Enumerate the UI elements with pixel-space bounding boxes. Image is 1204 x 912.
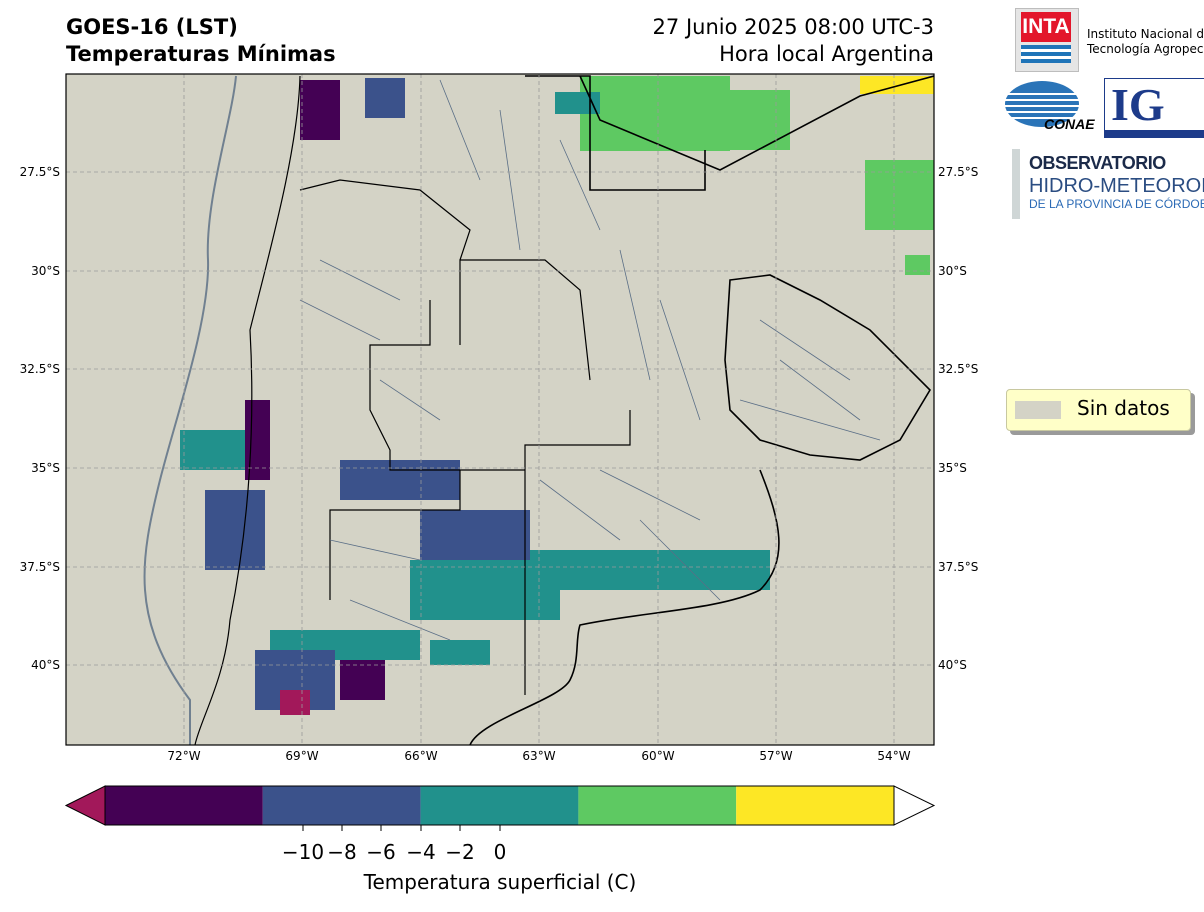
lon-label: 66°W xyxy=(404,749,437,763)
no-data-label: Sin datos xyxy=(1077,396,1170,420)
colorbar-bin xyxy=(420,786,579,825)
lat-label-left: 32.5°S xyxy=(20,362,60,376)
colorbar-over-triangle xyxy=(893,785,936,826)
map-datetime: 27 Junio 2025 08:00 UTC-3 Hora local Arg… xyxy=(653,14,934,68)
inta-mark: INTA xyxy=(1021,12,1071,42)
colorbar-bin xyxy=(578,786,737,825)
department-borders xyxy=(299,79,881,641)
observatorio-bar xyxy=(1012,149,1020,219)
ig-mark: IG xyxy=(1111,79,1165,130)
lon-label: 54°W xyxy=(877,749,910,763)
lat-label-right: 40°S xyxy=(938,658,967,672)
ig-logo: IG xyxy=(1104,78,1204,138)
map-title: GOES-16 (LST) Temperaturas Mínimas xyxy=(66,14,336,68)
observatorio-line3: DE LA PROVINCIA DE CÓRDOBA xyxy=(1029,197,1204,211)
lon-label: 69°W xyxy=(285,749,318,763)
colorbar-tick-label: −8 xyxy=(327,840,356,864)
colorbar-tick-label: −6 xyxy=(366,840,395,864)
inta-name-line2: Tecnología Agropec xyxy=(1087,42,1204,56)
map-frame xyxy=(65,73,935,746)
country-borders xyxy=(525,75,934,461)
colorbar-label: Temperatura superficial (C) xyxy=(363,870,637,894)
graticule xyxy=(66,74,934,745)
colorbar-tick-label: 0 xyxy=(494,840,507,864)
atlantic-coastline xyxy=(469,469,780,745)
observatorio-line1: OBSERVATORIO xyxy=(1029,153,1166,173)
colorbar-bin xyxy=(262,786,421,825)
lat-label-left: 27.5°S xyxy=(20,165,60,179)
lat-label-left: 37.5°S xyxy=(20,560,60,574)
map-figure: 27.5°S 27.5°S 30°S 30°S 32.5°S 32.5°S 35°S 35°S… xyxy=(20,73,979,864)
lat-label-right: 27.5°S xyxy=(938,165,978,179)
lat-label-right: 35°S xyxy=(938,461,967,475)
inta-name: Instituto Nacional de Tecnología Agropec xyxy=(1087,27,1204,57)
title-line-1: GOES-16 (LST) xyxy=(66,15,238,39)
ig-tagline-bar xyxy=(1105,130,1204,137)
coordinate-labels: 27.5°S 27.5°S 30°S 30°S 32.5°S 32.5°S 35°S 35°S… xyxy=(20,165,979,763)
colorbar-tick-label: −4 xyxy=(406,840,435,864)
lat-label-right: 30°S xyxy=(938,264,967,278)
map-layers xyxy=(66,74,934,745)
lat-label-right: 32.5°S xyxy=(938,362,978,376)
andes-border xyxy=(194,75,301,745)
pacific-ocean xyxy=(66,76,236,745)
lat-label-left: 40°S xyxy=(31,658,60,672)
colorbar-tick-label: −2 xyxy=(445,840,474,864)
timezone-text: Hora local Argentina xyxy=(719,42,934,66)
conae-globe-icon xyxy=(1005,81,1079,127)
lat-label-left: 35°S xyxy=(31,461,60,475)
conae-mark: CONAE xyxy=(1044,116,1095,132)
datetime-text: 27 Junio 2025 08:00 UTC-3 xyxy=(652,15,934,39)
colorbar-under-triangle xyxy=(64,785,106,826)
lon-label: 63°W xyxy=(522,749,555,763)
conae-logo: CONAE xyxy=(1004,80,1095,132)
colorbar-bin xyxy=(736,786,894,825)
colorbar-tick-label: −10 xyxy=(282,840,324,864)
province-borders xyxy=(299,179,631,695)
colorbar: −10 −8 −6 −4 −2 0 xyxy=(64,785,936,864)
lon-label: 57°W xyxy=(759,749,792,763)
title-line-2: Temperaturas Mínimas xyxy=(66,42,336,66)
colorbar-bin xyxy=(105,786,263,825)
lon-label: 72°W xyxy=(167,749,200,763)
lat-label-right: 37.5°S xyxy=(938,560,978,574)
no-data-legend: Sin datos xyxy=(1006,389,1191,431)
temperature-pixels xyxy=(180,76,934,715)
lon-label: 60°W xyxy=(641,749,674,763)
no-data-swatch xyxy=(1015,401,1061,419)
observatorio-line2: HIDRO-METEOROLÓG xyxy=(1029,175,1204,197)
lat-label-left: 30°S xyxy=(31,264,60,278)
inta-logo: INTA xyxy=(1015,8,1079,72)
inta-stripes xyxy=(1021,45,1071,63)
inta-name-line1: Instituto Nacional de xyxy=(1087,27,1204,41)
